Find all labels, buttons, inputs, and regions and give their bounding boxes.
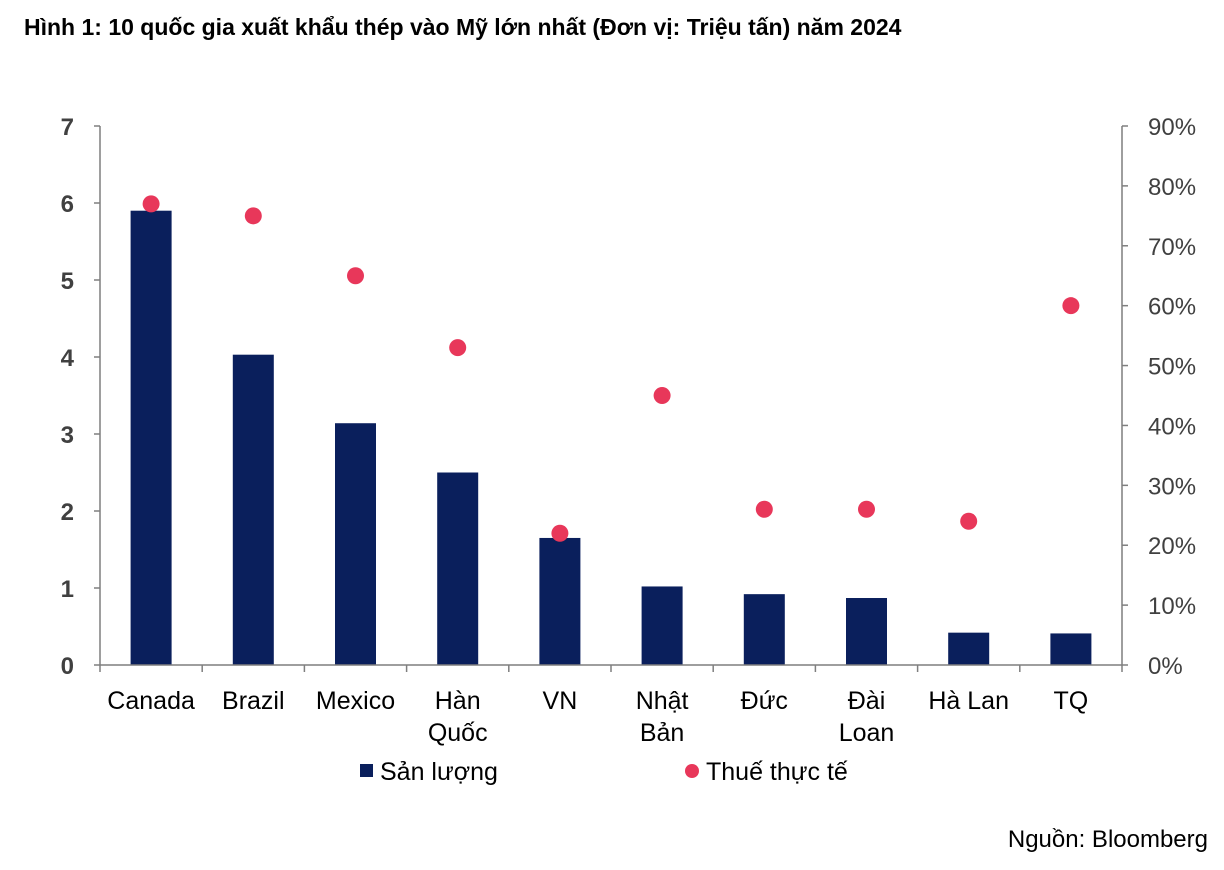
data-point <box>858 500 875 518</box>
x-tick-label: Hàn Quốc <box>428 687 488 747</box>
bar <box>232 354 274 665</box>
chart-title: Hình 1: 10 quốc gia xuất khẩu thép vào M… <box>24 14 902 40</box>
x-tick-label: Nhật Bản <box>636 687 689 747</box>
data-point <box>755 500 773 518</box>
data-point <box>244 207 262 225</box>
y2-tick-label: 0% <box>1148 653 1183 680</box>
y2-tick-label: 90% <box>1148 114 1196 141</box>
bar <box>437 472 479 665</box>
bar <box>1050 633 1092 665</box>
y-tick-label: 1 <box>61 576 74 603</box>
x-tick-label: Hà Lan <box>928 687 1009 715</box>
legend-swatch-bar <box>360 764 373 777</box>
bar <box>130 210 172 665</box>
legend-label-bar: Sản lượng <box>380 758 498 786</box>
y-tick-label: 7 <box>61 114 74 141</box>
bar <box>641 586 683 665</box>
source-note: Nguồn: Bloomberg <box>1007 826 1208 853</box>
bar <box>846 598 887 665</box>
y2-tick-label: 70% <box>1148 234 1196 261</box>
legend-swatch-dot <box>685 764 699 778</box>
data-point <box>960 512 978 530</box>
y2-tick-label: 20% <box>1148 533 1196 560</box>
y-tick-label: 0 <box>61 653 74 680</box>
y2-tick-label: 80% <box>1148 174 1196 201</box>
data-point <box>142 195 160 213</box>
data-point <box>1062 297 1080 315</box>
data-point <box>551 524 569 542</box>
x-tick-label: Đức <box>741 687 788 715</box>
y2-tick-label: 50% <box>1148 354 1196 381</box>
bar <box>948 632 990 665</box>
y-tick-label: 6 <box>61 191 74 218</box>
y-tick-label: 3 <box>61 422 74 449</box>
y-tick-label: 5 <box>61 268 74 295</box>
data-point <box>347 267 364 285</box>
x-tick-label: Brazil <box>222 687 285 715</box>
y-tick-label: 4 <box>61 345 75 372</box>
y-tick-label: 2 <box>61 499 74 526</box>
x-tick-label: Mexico <box>316 687 395 715</box>
x-tick-label: Đài Loan <box>839 687 895 747</box>
x-tick-label: VN <box>543 687 578 715</box>
legend-label-dot: Thuế thực tế <box>706 758 848 786</box>
y2-tick-label: 30% <box>1148 473 1196 500</box>
data-point <box>449 339 467 357</box>
y2-tick-label: 10% <box>1148 593 1196 620</box>
y2-tick-label: 40% <box>1148 413 1196 440</box>
data-point <box>653 387 671 404</box>
bar <box>539 537 581 665</box>
bar <box>335 423 376 665</box>
y2-tick-label: 60% <box>1148 294 1196 321</box>
bar <box>743 594 785 665</box>
x-tick-label: TQ <box>1054 687 1089 715</box>
x-tick-label: Canada <box>107 687 195 715</box>
